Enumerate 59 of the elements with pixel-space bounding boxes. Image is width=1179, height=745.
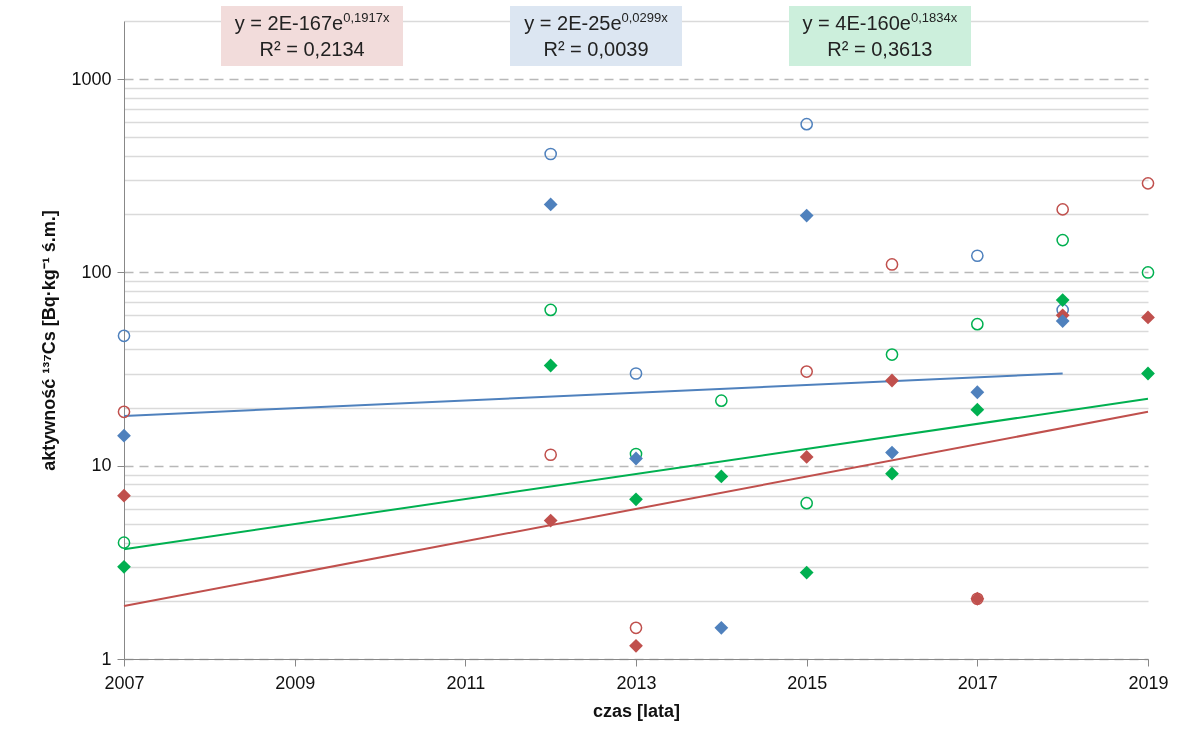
point [800,117,814,131]
point [543,197,558,212]
point [629,621,643,635]
point [885,258,899,271]
annotation: y = 4E-160e$^{0,1834x}$ R² = 0,3613 [788,6,972,66]
point [799,450,814,464]
y-tick-label: 10 [91,455,112,476]
x-tick-label: 2011 [446,672,486,693]
point [117,428,131,443]
point [885,348,899,361]
point [1141,310,1155,325]
point [1055,314,1070,329]
point [543,513,558,528]
point [1141,266,1155,279]
point [800,365,814,378]
point [1056,203,1070,216]
point [800,496,814,510]
annotation: y = 2E-167e$^{0,1917x}$ R² = 0,2134 [220,6,404,66]
point [885,466,899,481]
point [714,620,729,635]
x-tick-label: 2015 [787,672,828,693]
point [1055,293,1070,307]
point [1141,366,1155,381]
point [629,451,643,466]
point [970,249,984,263]
point [799,565,814,580]
point [544,147,558,161]
point [885,373,899,388]
point [629,638,643,653]
point [970,317,984,331]
x-tick-label: 2017 [957,672,998,693]
y-tick-label: 100 [81,261,112,282]
point [117,405,131,419]
point [1056,233,1070,247]
annotation: y = 2E-25e$^{0,0299x}$ R² = 0,0039 [510,6,682,66]
point [970,385,985,400]
point [970,402,985,417]
x-tick-label: 2019 [1128,672,1169,693]
x-tick-label: 2007 [104,672,145,693]
y-tick-label: 1 [101,648,112,669]
point [544,448,558,462]
point [714,469,729,484]
point [117,559,131,574]
point [1141,177,1155,190]
point [629,367,643,380]
point [117,536,131,549]
point [714,394,728,408]
y-axis-title: aktywność ¹³⁷Cs [Bq·kg⁻¹ ś.m.] [39,210,60,471]
point [629,492,643,507]
point [544,303,558,317]
x-tick-label: 2013 [616,672,657,693]
point [799,208,814,223]
x-tick-label: 2009 [275,672,316,693]
point [885,445,899,460]
point [543,358,558,373]
x-axis-title: czas [lata] [592,700,681,721]
point [117,488,131,503]
point [117,329,131,343]
y-tick-label: 1000 [71,68,112,89]
